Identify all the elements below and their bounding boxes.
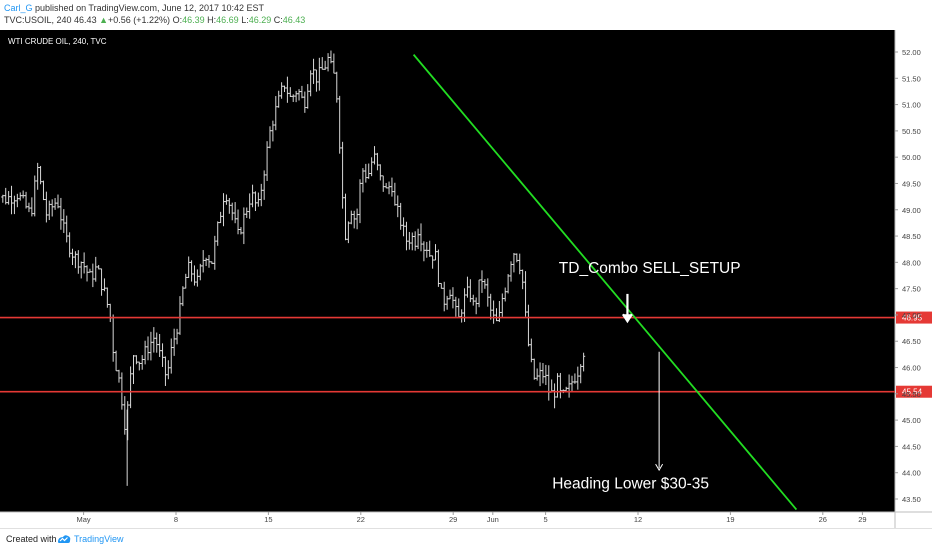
annotation-label[interactable]: Heading Lower $30-35 [552, 475, 709, 492]
publish-info: Carl_G published on TradingView.com, Jun… [4, 3, 264, 14]
price-tick-label: 51.50 [902, 74, 921, 83]
price-tick-label: 43.50 [902, 495, 921, 504]
price-tick-label: 46.50 [902, 337, 921, 346]
price-tick-label: 48.50 [902, 232, 921, 241]
price-tick-label: 47.00 [902, 311, 921, 320]
price-tick-label: 45.50 [902, 390, 921, 399]
footer: Created with TradingView [0, 528, 932, 551]
time-tick-label: Jun [487, 515, 499, 524]
publish-header: Carl_G published on TradingView.com, Jun… [0, 0, 932, 28]
trendline-group[interactable] [412, 54, 798, 511]
price-tick-label: 48.00 [902, 258, 921, 267]
chart-title: WTI CRUDE OIL, 240, TVC [8, 37, 107, 46]
last-price: 46.43 [74, 15, 97, 25]
price-tick-label: 45.00 [902, 416, 921, 425]
price-tick-label: 44.50 [902, 442, 921, 451]
price-tag-bg [896, 311, 932, 324]
price-tick-label: 47.50 [902, 285, 921, 294]
price-tag-label: 46.95 [902, 314, 923, 323]
low-label: L: [241, 15, 249, 25]
time-axis[interactable]: May 8 15 22 29 Jun 5 12 19 26 29 [77, 512, 867, 524]
time-tick-label: 15 [264, 515, 272, 524]
open-value: 46.39 [182, 15, 205, 25]
time-axis-panel [0, 512, 895, 528]
price-tick-label: 44.00 [902, 469, 921, 478]
open-label: O: [172, 15, 183, 25]
time-tick-label: 22 [357, 515, 365, 524]
annotations[interactable]: TD_Combo SELL_SETUP Heading Lower $30-35 [552, 260, 740, 493]
price-tick-label: 52.00 [902, 48, 921, 57]
price-tick-label: 49.50 [902, 179, 921, 188]
high-value: 46.69 [216, 15, 239, 25]
price-bars [1, 50, 586, 486]
symbol-interval: TVC:USOIL, 240 [4, 15, 72, 25]
time-tick-label: 8 [174, 515, 178, 524]
time-tick-label: 12 [634, 515, 642, 524]
horizontal-lines[interactable]: 46.95 45.54 [0, 311, 932, 398]
price-tick-label: 50.00 [902, 153, 921, 162]
price-tick-label: 46.00 [902, 364, 921, 373]
time-tick-label: 5 [544, 515, 548, 524]
time-tick-label: 19 [726, 515, 734, 524]
tradingview-logo-icon [58, 535, 71, 543]
price-tag-bg [896, 385, 932, 398]
close-value: 46.43 [282, 15, 306, 25]
time-tick-label: May [77, 515, 91, 524]
annotation-label[interactable]: TD_Combo SELL_SETUP [559, 260, 741, 277]
high-label: H: [207, 15, 217, 25]
author-link[interactable]: Carl_G [4, 3, 33, 13]
price-tick-label: 49.00 [902, 206, 921, 215]
plot-background [0, 30, 895, 512]
price-tick-label: 50.50 [902, 127, 921, 136]
time-tick-label: 26 [819, 515, 827, 524]
published-text: published on TradingView.com, June 12, 2… [35, 3, 265, 13]
trendline[interactable] [412, 54, 798, 511]
time-tick-label: 29 [858, 515, 866, 524]
time-tick-label: 29 [449, 515, 457, 524]
arrow-down-icon[interactable] [655, 463, 664, 472]
price-tick-label: 51.00 [902, 101, 921, 110]
symbol-info: TVC:USOIL, 240 46.43 ▲+0.56 (+1.22%) O:4… [4, 15, 305, 26]
close-label: C: [273, 15, 283, 25]
arrow-down-icon[interactable] [622, 313, 633, 324]
created-with-text: Created with [6, 534, 57, 544]
price-change: +0.56 (+1.22%) [108, 15, 171, 25]
price-axis-panel [895, 30, 932, 528]
price-tag-label: 45.54 [902, 388, 923, 397]
price-chart[interactable]: WTI CRUDE OIL, 240, TVC 46.95 45.54 TD_Co… [0, 30, 932, 528]
price-axis[interactable]: 43.50 44.00 44.50 45.00 45.50 46.00 46.50 47.00… [895, 48, 921, 504]
low-value: 46.29 [248, 15, 272, 25]
change-up-icon: ▲ [99, 15, 109, 25]
price-bar [582, 352, 586, 372]
tradingview-brand[interactable]: TradingView [74, 534, 124, 544]
